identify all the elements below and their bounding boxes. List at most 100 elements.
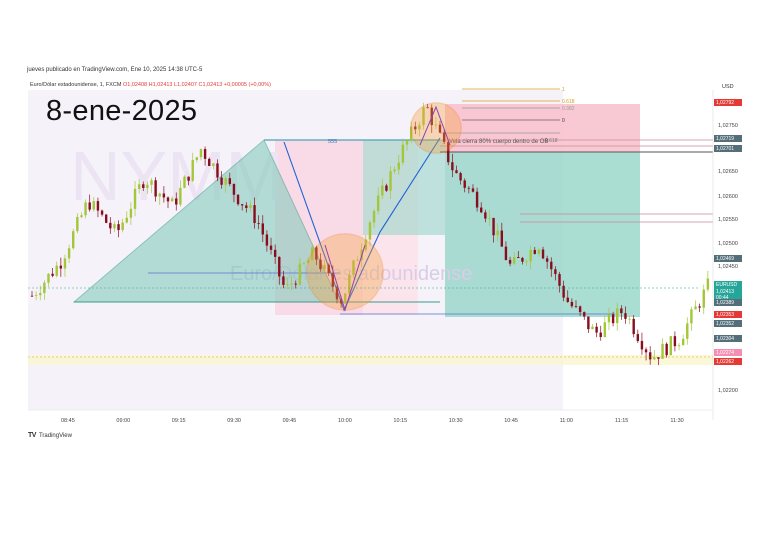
candle-body (438, 124, 442, 133)
svg-text:1,02701: 1,02701 (716, 146, 734, 152)
brand-name: TradingView (38, 432, 72, 439)
candle-body (311, 247, 314, 261)
candle-body (496, 230, 499, 236)
svg-text:EURUSD: EURUSD (716, 282, 738, 288)
candle-body (624, 313, 627, 319)
candle-body (245, 205, 248, 208)
highlight-circle-low (306, 233, 384, 311)
svg-text:1,02352: 1,02352 (716, 321, 734, 327)
candle-body (286, 284, 289, 285)
svg-text:0.618: 0.618 (562, 99, 575, 105)
candle-body (187, 176, 190, 181)
candle-body (677, 345, 681, 347)
candle-body (484, 212, 487, 219)
candle-body (348, 274, 351, 294)
candle-body (294, 283, 297, 285)
svg-text:1,02274: 1,02274 (716, 350, 734, 356)
candle-body (166, 197, 170, 202)
candle-body (282, 276, 285, 285)
x-tick-label: 09:30 (227, 418, 241, 424)
candle-body (265, 234, 269, 246)
candle-body (80, 215, 83, 217)
yellow-band (28, 355, 713, 365)
candle-body (607, 314, 611, 323)
candle-body (240, 204, 244, 206)
candle-body (517, 256, 520, 258)
y-tick-label: 1,02200 (718, 388, 738, 394)
candle-body (133, 188, 137, 209)
candle-body (269, 245, 273, 250)
candle-body (616, 308, 619, 324)
candle-body (591, 326, 594, 330)
candle-body (195, 157, 199, 161)
candle-body (191, 160, 194, 181)
candle-body (401, 144, 405, 163)
candle-body (224, 178, 227, 185)
candle-body (113, 224, 116, 229)
candle-body (570, 301, 574, 307)
candle-body (521, 257, 524, 262)
candle-body (463, 180, 466, 188)
candle-body (681, 338, 685, 346)
candle-body (537, 249, 541, 254)
candle-body (405, 140, 409, 145)
x-tick-label: 09:45 (283, 418, 297, 424)
candle-body (702, 289, 705, 308)
tradingview-logo-icon: TV (28, 432, 36, 439)
x-tick-label: 08:45 (61, 418, 75, 424)
candle-body (154, 180, 157, 197)
candle-body (339, 299, 343, 304)
candle-body (228, 178, 232, 184)
candle-body (706, 278, 710, 290)
candle-body (76, 216, 79, 232)
candle-body (92, 201, 96, 210)
risk-zone (445, 104, 640, 152)
candle-body (170, 198, 174, 202)
svg-text:1,02262: 1,02262 (716, 359, 734, 365)
x-tick-label: 09:00 (116, 418, 130, 424)
candle-body (208, 158, 211, 166)
candle-body (162, 193, 166, 198)
candle-body (422, 107, 425, 126)
candle-body (508, 259, 512, 264)
price-tag: 1,02262 (714, 358, 742, 365)
candle-body (632, 318, 635, 335)
svg-text:1,02353: 1,02353 (716, 312, 734, 318)
candle-body (587, 316, 590, 330)
candle-body (175, 198, 178, 205)
svg-text:0.618: 0.618 (545, 138, 558, 144)
candle-body (599, 332, 602, 338)
y-tick-label: 1,02500 (718, 241, 738, 247)
candle-body (257, 223, 260, 224)
candle-body (603, 322, 607, 338)
y-axis-ticks: 1,02750 1,02650 1,02600 1,02550 1,02500 1,024… (718, 123, 738, 394)
price-tag: 1,02274 (714, 349, 742, 356)
candle-body (356, 259, 359, 261)
candle-body (409, 126, 413, 141)
candle-body (146, 184, 149, 188)
candle-body (364, 239, 368, 250)
candle-body (368, 222, 372, 240)
candle-body (306, 260, 310, 264)
candle-body (47, 273, 50, 283)
svg-text:1,02792: 1,02792 (716, 100, 734, 106)
candle-body (545, 258, 549, 262)
candle-body (648, 352, 652, 360)
candle-body (595, 326, 598, 333)
footer: TV TradingView (28, 432, 72, 439)
candle-body (34, 295, 38, 296)
candle-body (574, 306, 578, 308)
x-tick-label: 11:15 (615, 418, 628, 424)
candle-body (455, 170, 458, 174)
candle-body (104, 214, 108, 223)
ob-note: Vela cierra 80% cuerpo dentro de OB (449, 139, 548, 145)
price-tag: 1,02304 (714, 335, 742, 342)
candle-body (315, 247, 318, 260)
candle-body (59, 265, 63, 269)
svg-text:1,02413: 1,02413 (716, 289, 734, 295)
candle-body (500, 230, 504, 247)
candle-body (686, 323, 689, 339)
y-tick-label: 1,02750 (718, 123, 738, 129)
candle-body (220, 177, 223, 185)
